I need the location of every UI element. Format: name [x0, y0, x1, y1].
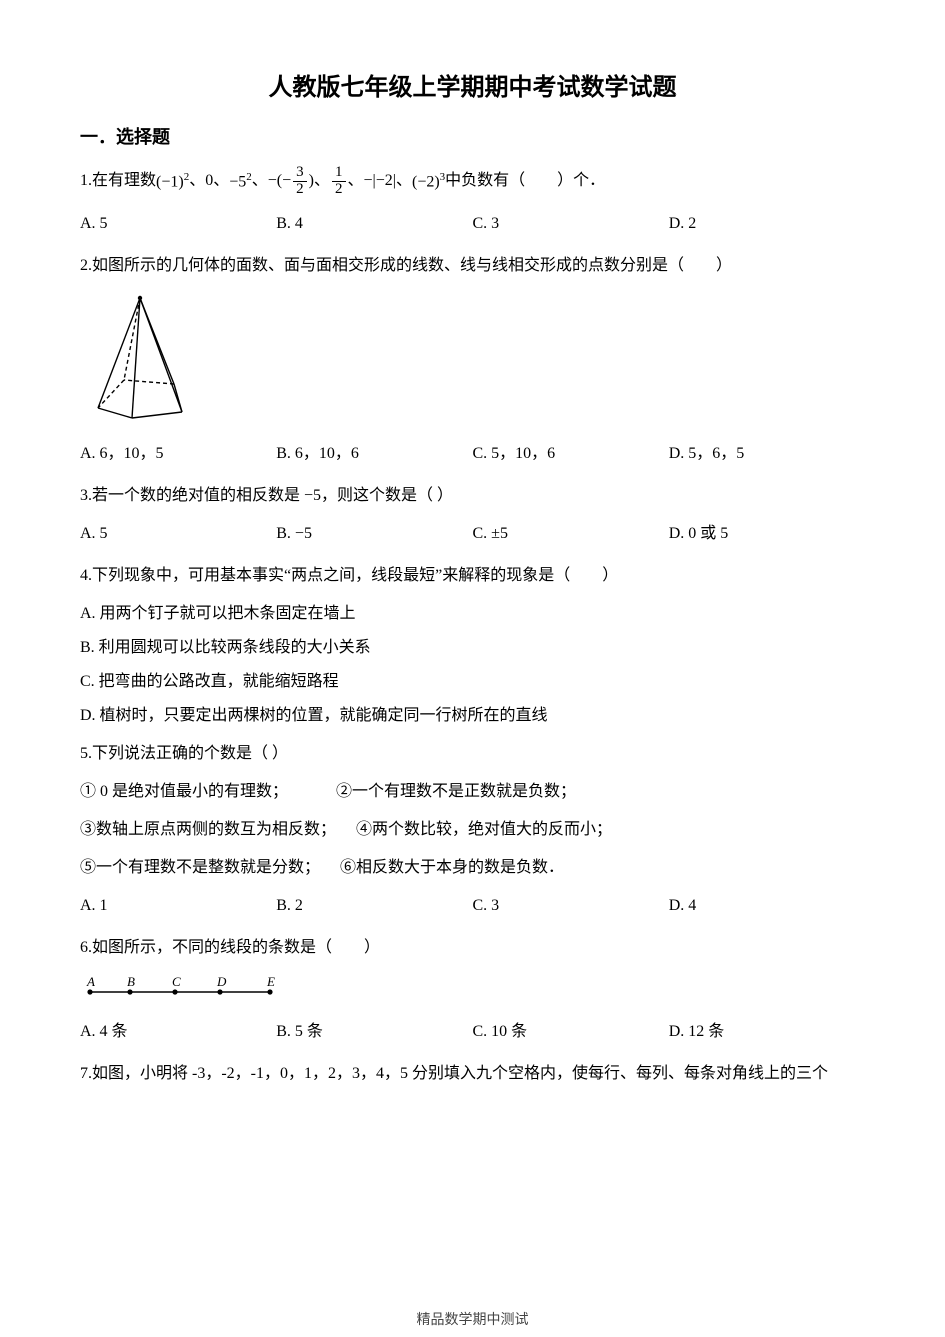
q5-s2a: ③数轴上原点两侧的数互为相反数；: [80, 821, 336, 838]
q5-s1a: ① 0 是绝对值最小的有理数；: [80, 783, 288, 800]
q5-opt-a: A. 1: [80, 894, 276, 918]
pyramid-icon: [80, 292, 200, 422]
question-2-stem: 2.如图所示的几何体的面数、面与面相交形成的线数、线与线相交形成的点数分别是（ …: [80, 254, 865, 278]
q2-opt-a: A. 6，10，5: [80, 442, 276, 466]
q5-opt-c: C. 3: [473, 894, 669, 918]
page-title: 人教版七年级上学期期中考试数学试题: [80, 70, 865, 106]
q4-opt-c: C. 把弯曲的公路改直，就能缩短路程: [80, 670, 865, 694]
question-5-options: A. 1 B. 2 C. 3 D. 4: [80, 894, 865, 918]
question-6-figure: A B C D E: [80, 974, 865, 1008]
number-line-icon: A B C D E: [80, 974, 280, 1000]
q2-opt-c: C. 5，10，6: [473, 442, 669, 466]
question-1-options: A. 5 B. 4 C. 3 D. 2: [80, 212, 865, 236]
section-1-heading: 一．选择题: [80, 124, 865, 151]
q1-opt-b: B. 4: [276, 212, 472, 236]
q1-suffix: 中负数有（ ）个．: [445, 169, 605, 193]
svg-text:C: C: [172, 974, 181, 989]
q1-opt-d: D. 2: [669, 212, 865, 236]
sep: 、: [189, 169, 205, 193]
q3-opt-b: B. −5: [276, 522, 472, 546]
question-5-statements-1: ① 0 是绝对值最小的有理数； ②一个有理数不是正数就是负数；: [80, 780, 865, 804]
q1-term-5: 12: [332, 165, 346, 198]
q5-s1b: ②一个有理数不是正数就是负数；: [336, 783, 576, 800]
question-2-figure: [80, 292, 865, 430]
q1-opt-a: A. 5: [80, 212, 276, 236]
question-5-statements-3: ⑤一个有理数不是整数就是分数； ⑥相反数大于本身的数是负数．: [80, 856, 865, 880]
question-3-stem: 3.若一个数的绝对值的相反数是 −5，则这个数是（ ）: [80, 484, 865, 508]
q6-opt-d: D. 12 条: [669, 1020, 865, 1044]
question-4-stem: 4.下列现象中，可用基本事实“两点之间，线段最短”来解释的现象是（ ）: [80, 564, 865, 588]
q2-opt-d: D. 5，6，5: [669, 442, 865, 466]
question-5-statements-2: ③数轴上原点两侧的数互为相反数； ④两个数比较，绝对值大的反而小；: [80, 818, 865, 842]
q5-opt-d: D. 4: [669, 894, 865, 918]
q5-s3a: ⑤一个有理数不是整数就是分数；: [80, 859, 320, 876]
svg-text:E: E: [266, 974, 275, 989]
q5-s2b: ④两个数比较，绝对值大的反而小；: [356, 821, 612, 838]
q2-opt-b: B. 6，10，6: [276, 442, 472, 466]
q1-opt-c: C. 3: [473, 212, 669, 236]
q1-term-2: 0: [205, 169, 213, 193]
svg-text:A: A: [86, 974, 95, 989]
sep: 、: [396, 169, 412, 193]
q1-term-3: −52: [229, 169, 252, 194]
page-footer: 精品数学期中测试: [0, 1310, 945, 1331]
sep: 、: [314, 169, 330, 193]
question-6-options: A. 4 条 B. 5 条 C. 10 条 D. 12 条: [80, 1020, 865, 1044]
q6-opt-c: C. 10 条: [473, 1020, 669, 1044]
q3-opt-a: A. 5: [80, 522, 276, 546]
question-3-options: A. 5 B. −5 C. ±5 D. 0 或 5: [80, 522, 865, 546]
question-7-stem: 7.如图，小明将 -3，-2，-1，0，1，2，3，4，5 分别填入九个空格内，…: [80, 1062, 865, 1086]
q5-opt-b: B. 2: [276, 894, 472, 918]
q4-opt-d: D. 植树时，只要定出两棵树的位置，就能确定同一行树所在的直线: [80, 704, 865, 728]
q3-opt-d: D. 0 或 5: [669, 522, 865, 546]
q1-prefix: 1.在有理数: [80, 169, 156, 193]
q6-opt-b: B. 5 条: [276, 1020, 472, 1044]
q1-term-7: (−2)3: [412, 169, 445, 194]
q4-opt-a: A. 用两个钉子就可以把木条固定在墙上: [80, 602, 865, 626]
svg-text:B: B: [127, 974, 135, 989]
q3-opt-c: C. ±5: [473, 522, 669, 546]
svg-text:D: D: [216, 974, 227, 989]
exam-page: 人教版七年级上学期期中考试数学试题 一．选择题 1.在有理数 (−1)2 、 0…: [0, 0, 945, 1337]
q5-s3b: ⑥相反数大于本身的数是负数．: [340, 859, 564, 876]
q1-term-6: −|−2|: [364, 169, 396, 193]
q1-term-4: −(−32): [268, 165, 314, 198]
question-2-options: A. 6，10，5 B. 6，10，6 C. 5，10，6 D. 5，6，5: [80, 442, 865, 466]
q6-opt-a: A. 4 条: [80, 1020, 276, 1044]
q1-term-1: (−1)2: [156, 169, 189, 194]
q4-opt-b: B. 利用圆规可以比较两条线段的大小关系: [80, 636, 865, 660]
question-6-stem: 6.如图所示，不同的线段的条数是（ ）: [80, 936, 865, 960]
question-5-stem: 5.下列说法正确的个数是（ ）: [80, 742, 865, 766]
sep: 、: [213, 169, 229, 193]
sep: 、: [348, 169, 364, 193]
sep: 、: [252, 169, 268, 193]
question-1-stem: 1.在有理数 (−1)2 、 0 、 −52 、 −(−32) 、 12 、 −…: [80, 165, 865, 198]
